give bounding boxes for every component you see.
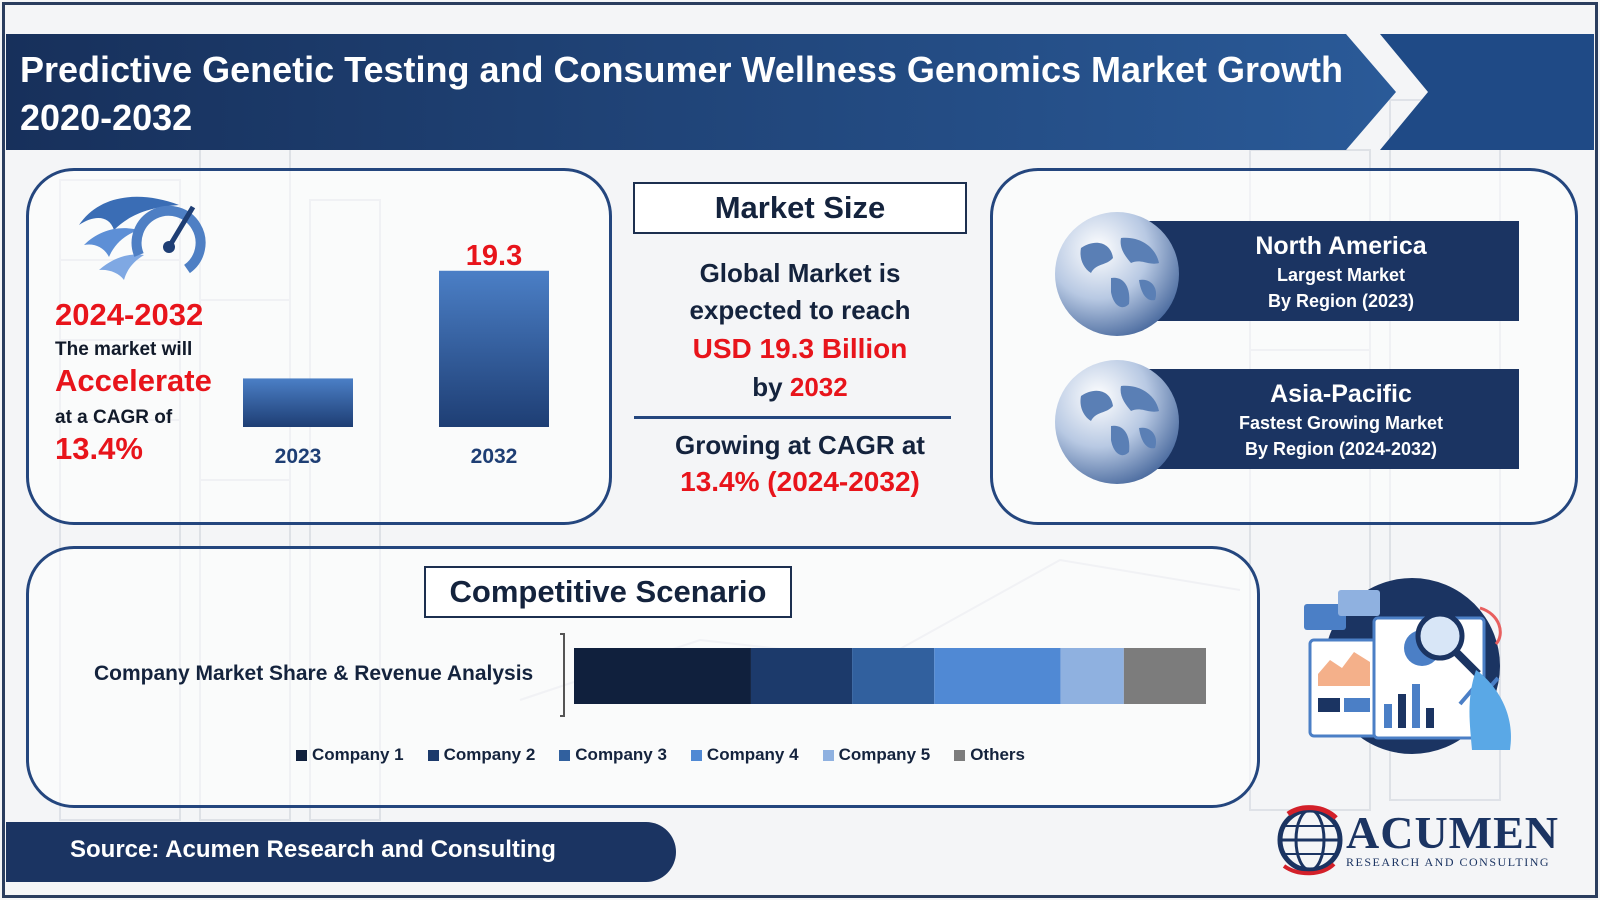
region-line-2: By Region (2023)	[1267, 291, 1415, 311]
region-name: Asia-Pacific	[1270, 380, 1412, 408]
legend-item: Company 3	[559, 745, 667, 765]
axis-bracket	[560, 633, 565, 717]
region-asia-pacific: Asia-Pacific Fastest Growing Market By R…	[1051, 360, 1519, 484]
market-size-line-2: expected to reach	[689, 295, 911, 325]
legend-swatch	[822, 749, 834, 761]
legend-label: Company 2	[443, 745, 536, 764]
region-line-2: By Region (2024-2032)	[1244, 439, 1438, 459]
segment-company-6	[1123, 648, 1206, 704]
globe-icon	[1055, 212, 1179, 336]
legend-item: Company 5	[822, 745, 931, 765]
market-size-cagr: 13.4% (2024-2032)	[680, 466, 920, 497]
header-banner: Predictive Genetic Testing and Consumer …	[6, 34, 1594, 150]
source-text: Source: Acumen Research and Consulting	[70, 836, 556, 863]
market-size-divider	[634, 416, 951, 419]
region-text: Asia-Pacific Fastest Growing Market By R…	[1171, 378, 1511, 462]
segment-company-4	[934, 648, 1061, 704]
header-shape	[6, 34, 1594, 150]
data-label-2032: 19.3	[466, 240, 522, 272]
growth-accelerate: Accelerate	[55, 363, 212, 398]
tick-label-2032: 2032	[471, 445, 518, 468]
market-size-by: by	[752, 372, 783, 402]
growth-cagr: 13.4%	[55, 431, 143, 466]
page-title: Predictive Genetic Testing and Consumer …	[20, 49, 1344, 138]
region-north-america: North America Largest Market By Region (…	[1051, 212, 1519, 336]
analytics-illustration	[1304, 578, 1512, 754]
segment-company-2	[750, 648, 853, 704]
regions-panel: North America Largest Market By Region (…	[990, 168, 1578, 525]
segment-company-5	[1060, 648, 1124, 704]
bar-2032	[439, 270, 549, 427]
bar-2023	[243, 378, 353, 427]
region-text: North America Largest Market By Region (…	[1171, 230, 1511, 314]
market-size-growing: Growing at CAGR at	[675, 430, 925, 460]
speedometer-icon	[79, 196, 206, 280]
legend-swatch	[559, 749, 571, 761]
segment-company-3	[852, 648, 935, 704]
segment-company-1	[574, 648, 751, 704]
legend-label: Company 4	[706, 745, 799, 764]
legend-swatch	[427, 749, 439, 761]
market-size-line-1: Global Market is	[699, 258, 901, 288]
globe-icon	[1055, 360, 1179, 484]
legend-item: Others	[954, 745, 1025, 765]
legend-label: Company 5	[838, 745, 931, 764]
competitive-label: Company Market Share & Revenue Analysis	[94, 662, 534, 685]
region-name: North America	[1255, 232, 1427, 260]
legend-swatch	[954, 749, 966, 761]
logo-subtitle: RESEARCH AND CONSULTING	[1346, 855, 1551, 869]
growth-panel: 2024-2032 The market will Accelerate at …	[26, 168, 612, 525]
legend-swatch	[690, 749, 702, 761]
region-line-1: Fastest Growing Market	[1238, 413, 1444, 433]
growth-line-1: The market will	[55, 339, 193, 360]
competitive-heading: Competitive Scenario	[424, 566, 792, 618]
legend-item: Company 4	[690, 745, 799, 765]
market-share-legend: Company 1 Company 2 Company 3 Company 4 Comp…	[296, 745, 1025, 765]
legend-item: Company 1	[296, 745, 404, 765]
market-size-bar-chart: 2023 2032 19.3	[243, 240, 549, 468]
legend-label: Company 1	[312, 745, 404, 764]
acumen-logo-icon	[1277, 805, 1343, 876]
market-share-stacked-bar	[560, 633, 1206, 717]
source-bar	[6, 822, 676, 882]
legend-item: Company 2	[427, 745, 536, 765]
region-line-1: Largest Market	[1276, 265, 1406, 285]
legend-label: Company 3	[575, 745, 667, 764]
market-size-heading: Market Size	[633, 182, 967, 234]
legend-label: Others	[970, 745, 1025, 764]
market-size-year: 2032	[789, 372, 848, 402]
market-size-value: USD 19.3 Billion	[692, 333, 908, 364]
growth-years: 2024-2032	[55, 297, 204, 332]
logo-name: ACUMEN	[1346, 807, 1559, 858]
market-size-by-year: by 2032	[620, 372, 980, 403]
legend-swatch	[296, 749, 307, 761]
tick-label-2023: 2023	[275, 445, 322, 468]
growth-line-2: at a CAGR of	[55, 407, 173, 428]
